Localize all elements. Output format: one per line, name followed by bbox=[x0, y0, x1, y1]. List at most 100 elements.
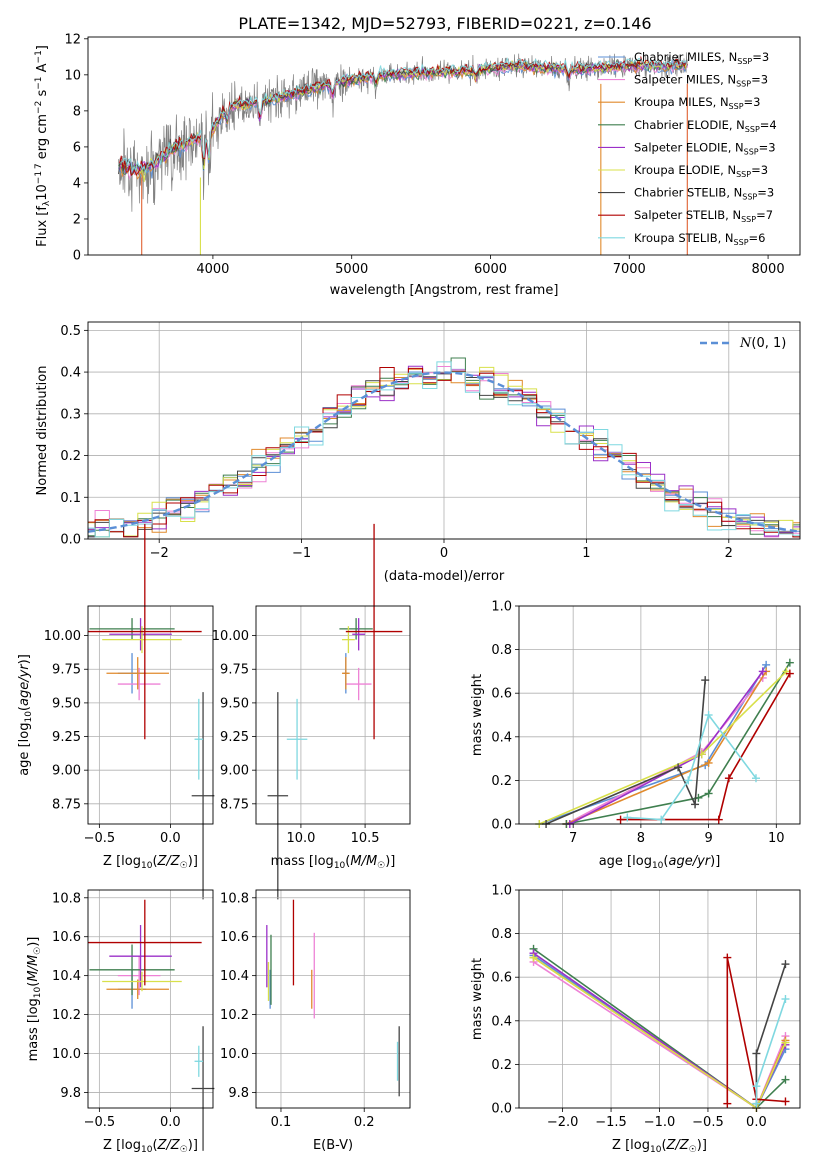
y-tick-label: 9.25 bbox=[52, 730, 81, 745]
plus-marker bbox=[752, 1082, 761, 1091]
x-tick-label: 8000 bbox=[752, 262, 785, 277]
y-tick-label: 10.8 bbox=[52, 891, 81, 906]
y-tick-label: 10.00 bbox=[44, 629, 81, 644]
errorbar-point bbox=[106, 657, 169, 690]
model-spectrum bbox=[119, 55, 689, 177]
errorbar-point bbox=[341, 626, 355, 654]
legend-entry: Kroupa ELODIE, NSSP=3 bbox=[634, 163, 768, 179]
x-tick-label: 0.0 bbox=[160, 831, 181, 846]
plus-marker bbox=[714, 815, 723, 824]
axes-mass-vs-Z: −0.5 0.0 9.8 10.0 10.2 10.4 10.6 10.8 Z [log10(Z… bbox=[26, 889, 215, 1155]
gaussian-reference-curve bbox=[87, 371, 801, 533]
legend-entry: Chabrier MILES, NSSP=3 bbox=[634, 50, 769, 66]
plus-marker bbox=[529, 953, 538, 962]
y-tick-label: 10.0 bbox=[52, 1047, 81, 1062]
axes-spectrum: 4000 5000 6000 7000 8000 0 2 4 6 8 10 12 wavelength … bbox=[34, 32, 801, 298]
y-tick-label: 0.1 bbox=[60, 491, 81, 506]
plus-marker bbox=[781, 1097, 790, 1106]
y-tick-label: 0.2 bbox=[491, 774, 512, 789]
y-tick-label: 9.50 bbox=[220, 696, 249, 711]
y-tick-label: 0.6 bbox=[491, 687, 512, 702]
x-axis-label: age [log10(age/yr)] bbox=[599, 854, 721, 871]
y-tick-label: 9.75 bbox=[52, 663, 81, 678]
errorbar-point bbox=[89, 618, 175, 640]
y-tick-label: 4 bbox=[73, 176, 81, 191]
y-tick-label: 9.8 bbox=[60, 1086, 81, 1101]
x-tick-label: 8 bbox=[637, 831, 645, 846]
y-tick-label: 0.8 bbox=[491, 643, 512, 658]
x-tick-label: 2 bbox=[725, 546, 733, 561]
plus-marker bbox=[674, 763, 683, 772]
y-tick-label: 9.75 bbox=[220, 663, 249, 678]
y-tick-label: 8.75 bbox=[52, 797, 81, 812]
weight-series bbox=[620, 673, 791, 821]
plus-marker bbox=[701, 676, 710, 685]
y-tick-label: 0.4 bbox=[491, 1014, 512, 1029]
y-tick-label: 12 bbox=[64, 32, 81, 47]
plot-area-residuals bbox=[87, 357, 801, 538]
legend-entry: N(0, 1) bbox=[739, 336, 786, 351]
y-tick-label: 10 bbox=[64, 68, 81, 83]
y-tick-label: 10.0 bbox=[220, 1047, 249, 1062]
x-axis-label: E(B-V) bbox=[313, 1138, 353, 1153]
errorbar-point bbox=[191, 1026, 215, 1151]
y-tick-label: 6 bbox=[73, 140, 81, 155]
errorbar-point bbox=[345, 523, 403, 740]
plus-marker bbox=[623, 813, 632, 822]
errorbar-point bbox=[194, 698, 204, 780]
y-tick-label: 10.2 bbox=[220, 1008, 249, 1023]
x-tick-label: 10 bbox=[768, 831, 785, 846]
plus-marker bbox=[724, 774, 733, 783]
legend-entry: Kroupa MILES, NSSP=3 bbox=[634, 95, 760, 111]
y-tick-label: 0 bbox=[73, 249, 81, 264]
x-tick-label: 4000 bbox=[196, 262, 229, 277]
plot-area-mass-vs-Z bbox=[88, 899, 215, 1151]
plot-area-age-vs-mass bbox=[267, 523, 403, 900]
x-tick-label: 7 bbox=[569, 831, 577, 846]
y-tick-label: 10.00 bbox=[212, 629, 249, 644]
errorbar-point bbox=[109, 925, 172, 988]
errorbar-point bbox=[88, 899, 202, 986]
legend-entry: Kroupa STELIB, NSSP=6 bbox=[634, 231, 765, 247]
x-axis-label: Z [log10(Z/Z☉)] bbox=[612, 1138, 707, 1155]
axes-frame bbox=[255, 605, 411, 825]
y-tick-label: 0.0 bbox=[60, 533, 81, 548]
axes-frame bbox=[87, 605, 214, 825]
residual-histogram bbox=[88, 371, 800, 538]
plus-marker bbox=[752, 1049, 761, 1058]
plot-area-age-vs-Z bbox=[88, 523, 215, 900]
axes-frame bbox=[255, 889, 411, 1109]
errorbar-point bbox=[341, 657, 350, 690]
x-tick-label: −1 bbox=[292, 546, 311, 561]
y-tick-label: 0.0 bbox=[491, 1102, 512, 1117]
y-tick-label: 8.75 bbox=[220, 797, 249, 812]
legend-entry: Salpeter STELIB, NSSP=7 bbox=[634, 208, 773, 224]
y-tick-label: 1.0 bbox=[491, 884, 512, 899]
y-tick-label: 0.2 bbox=[491, 1058, 512, 1073]
y-axis-label: Flux [fλ10−1 7 erg cm−2 s−1 A−1] bbox=[34, 45, 52, 247]
plus-marker bbox=[704, 711, 713, 719]
x-tick-label: 0.0 bbox=[746, 1115, 767, 1130]
weight-series bbox=[545, 680, 706, 825]
errorbar-point bbox=[88, 523, 202, 740]
x-axis-label: Z [log10(Z/Z☉)] bbox=[103, 1138, 198, 1155]
model-spectrum bbox=[120, 57, 688, 173]
y-tick-label: 0.4 bbox=[60, 366, 81, 381]
legend-entry: Salpeter ELODIE, NSSP=3 bbox=[634, 140, 776, 156]
figure-title: PLATE=1342, MJD=52793, FIBERID=0221, z=0… bbox=[238, 14, 651, 33]
y-axis-label: mass [log10(M/M☉)] bbox=[26, 937, 43, 1062]
y-tick-label: 10.6 bbox=[52, 930, 81, 945]
plot-area-mass-vs-ebv bbox=[266, 899, 400, 1097]
x-tick-label: 0 bbox=[440, 546, 448, 561]
legend-entry: Salpeter MILES, NSSP=3 bbox=[634, 73, 768, 89]
x-tick-label: −0.5 bbox=[84, 1115, 116, 1130]
y-tick-label: 10.4 bbox=[52, 969, 81, 984]
errorbar-point bbox=[191, 692, 215, 900]
residual-histogram bbox=[88, 361, 800, 538]
plus-marker bbox=[723, 1099, 732, 1108]
x-tick-label: 10.0 bbox=[286, 831, 315, 846]
plus-marker bbox=[616, 815, 625, 824]
errorbar-point bbox=[352, 618, 366, 651]
plus-marker bbox=[752, 1099, 761, 1108]
axes-mass-vs-ebv: 0.1 0.2 9.8 10.0 10.2 10.4 10.6 10.8 E(B-V) bbox=[220, 889, 411, 1153]
